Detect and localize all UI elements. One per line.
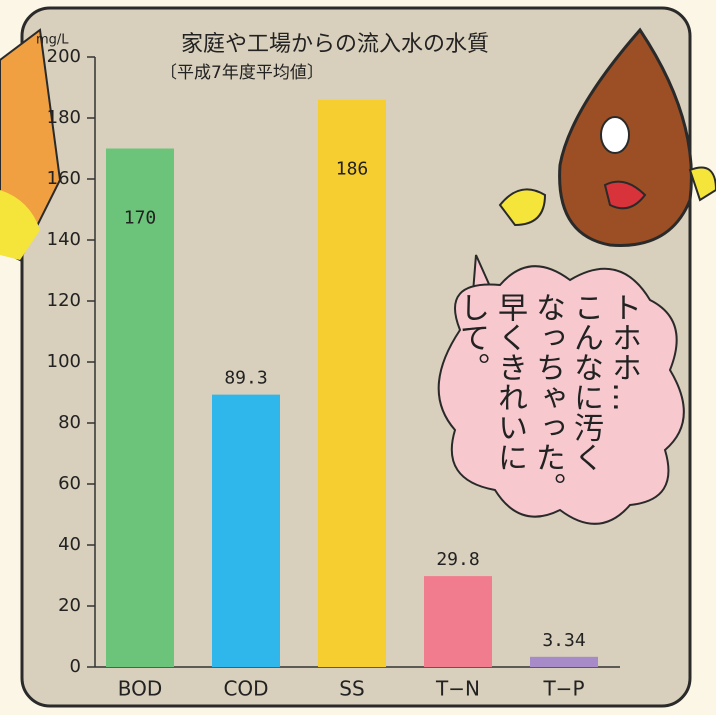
y-tick-label: 200 xyxy=(47,46,81,67)
value-label: 29.8 xyxy=(436,549,479,570)
y-tick-label: 120 xyxy=(47,290,81,311)
y-tick-label: 60 xyxy=(58,473,81,494)
speech-bubble xyxy=(437,254,685,525)
x-tick-label: T−P xyxy=(542,677,584,701)
annotation-line: なっちゃった。 xyxy=(530,292,565,502)
annotation: トホホ… こんなに汚く なっちゃった。 早くきれいに して。 xyxy=(452,292,642,502)
x-tick-label: SS xyxy=(339,677,364,701)
annotation-line: して。 xyxy=(454,292,489,382)
y-tick-label: 160 xyxy=(47,168,81,189)
annotation-line: トホホ… xyxy=(606,292,641,412)
annotation-line: 早くきれいに xyxy=(492,292,527,472)
y-tick-label: 80 xyxy=(58,412,81,433)
bar xyxy=(212,394,280,667)
bar xyxy=(106,148,174,667)
x-tick-label: COD xyxy=(223,677,268,701)
value-label: 3.34 xyxy=(542,630,585,651)
y-tick-label: 0 xyxy=(70,656,81,677)
bar xyxy=(530,656,598,667)
x-tick-label: BOD xyxy=(118,677,163,701)
value-label: 89.3 xyxy=(224,368,267,389)
value-label: 186 xyxy=(336,159,369,180)
left-illustration-part xyxy=(0,190,40,260)
character xyxy=(498,27,716,247)
y-tick-label: 100 xyxy=(47,351,81,372)
annotation-line: こんなに汚く xyxy=(568,292,603,472)
x-tick-label: T−N xyxy=(435,677,480,701)
y-unit: mg/L xyxy=(36,33,69,48)
bar xyxy=(318,99,386,667)
chart-subtitle: 〔平成7年度平均値〕 xyxy=(160,63,324,83)
chart-title: 家庭や工場からの流入水の水質 xyxy=(181,32,489,57)
bar xyxy=(424,576,492,667)
value-label: 170 xyxy=(124,208,157,229)
y-tick-label: 40 xyxy=(58,534,81,555)
y-tick-label: 20 xyxy=(58,595,81,616)
y-tick-label: 180 xyxy=(47,107,81,128)
y-tick-label: 140 xyxy=(47,229,81,250)
